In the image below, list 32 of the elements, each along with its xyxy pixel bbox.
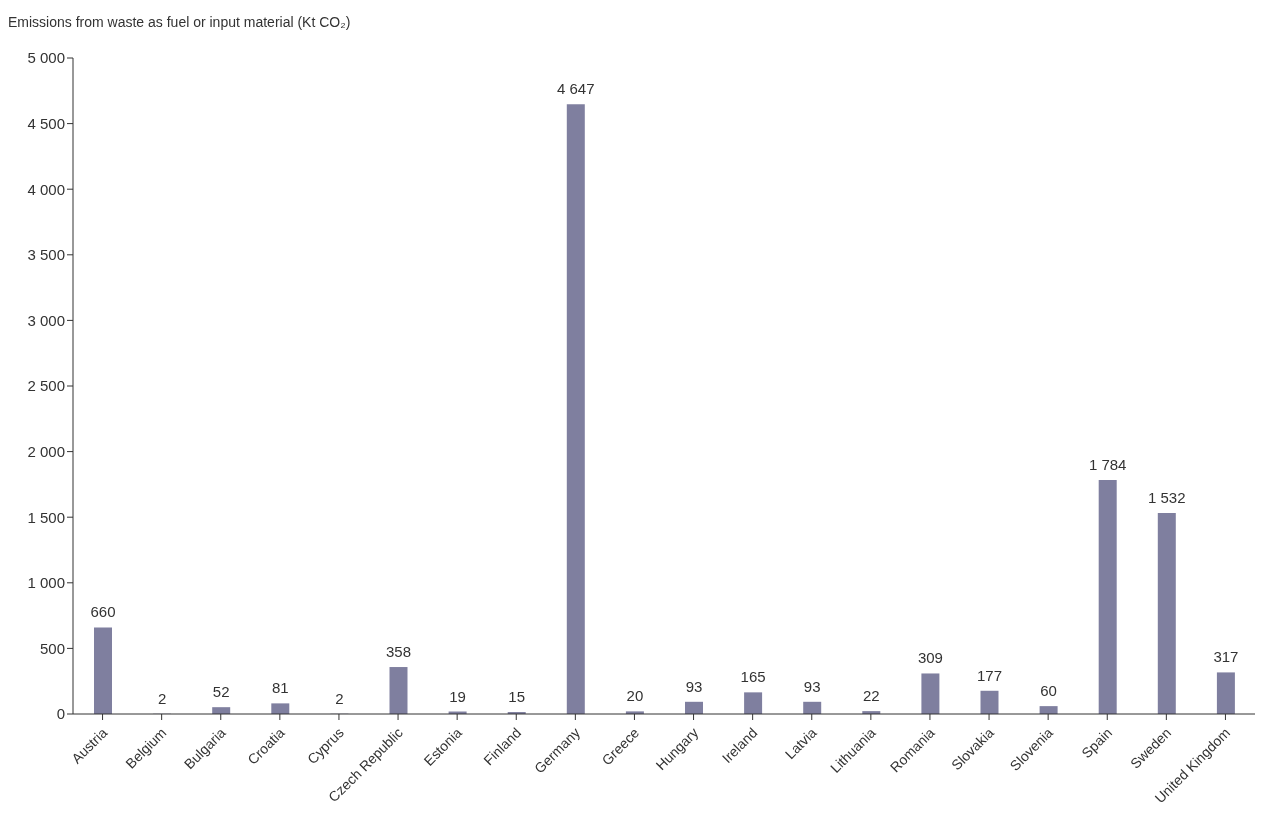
y-axis-title: Emissions from waste as fuel or input material (Kt CO₂): [8, 14, 351, 30]
data-label: 660: [90, 603, 116, 621]
data-label: 358: [385, 643, 412, 661]
y-tick-label: 1 500: [27, 508, 65, 526]
y-tick-label: 3 000: [27, 311, 65, 329]
data-label: 93: [803, 677, 821, 695]
y-tick-label: 5 000: [27, 49, 65, 67]
y-tick-label: 500: [39, 639, 65, 657]
data-label: 93: [685, 677, 703, 695]
data-label: 1 532: [1148, 489, 1186, 506]
data-label: 2: [335, 689, 344, 707]
data-label: 177: [976, 666, 1003, 684]
y-tick-label: 1 000: [27, 574, 65, 592]
data-label: 81: [271, 679, 289, 697]
y-tick-label: 0: [56, 705, 65, 723]
y-tick-label: 2 500: [27, 377, 65, 395]
data-label: 20: [626, 687, 644, 705]
data-label: 309: [917, 649, 943, 667]
y-tick-label: 3 500: [27, 246, 65, 264]
data-label: 4 647: [557, 80, 595, 98]
y-tick-label: 4 500: [27, 114, 65, 132]
data-label: 317: [1213, 648, 1239, 666]
data-label: 22: [862, 687, 880, 705]
data-label: 52: [212, 683, 230, 701]
data-label: 60: [1040, 682, 1057, 700]
data-label: 19: [449, 687, 466, 705]
y-tick-label: 2 000: [27, 442, 65, 460]
data-label: 165: [740, 668, 766, 686]
y-tick-label: 4 000: [27, 180, 65, 198]
data-label: 15: [508, 688, 526, 706]
data-label: 2: [157, 689, 167, 707]
data-label: 1 784: [1088, 455, 1127, 473]
